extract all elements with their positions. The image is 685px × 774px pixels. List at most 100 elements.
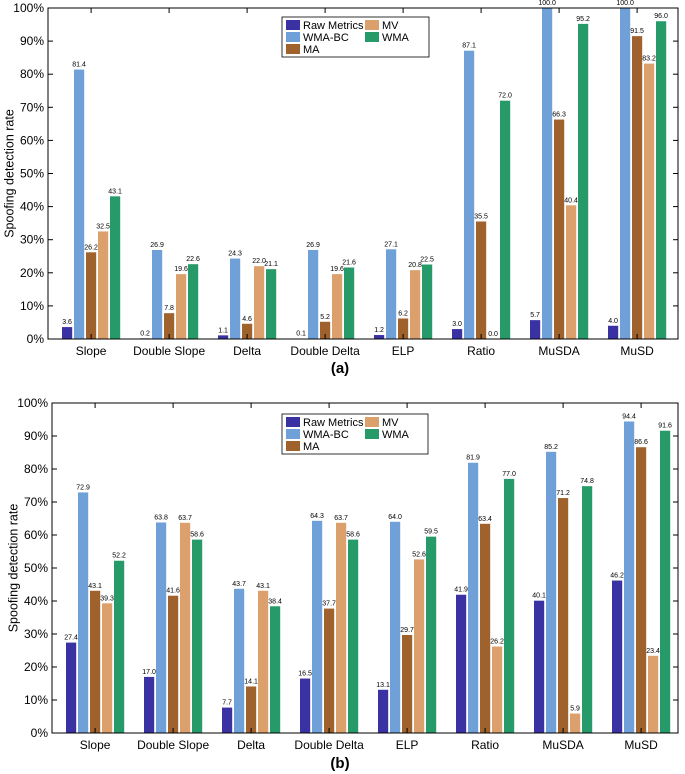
bar-b-wma-bc-musd xyxy=(624,421,635,733)
data-label: 40.4 xyxy=(564,197,578,204)
bar-a-mv-double-delta xyxy=(332,274,343,339)
x-tick-label: Ratio xyxy=(471,738,499,752)
bar-b-mv-musda xyxy=(570,713,581,733)
y-tick-label: 30% xyxy=(24,627,48,641)
bar-a-wma-bc-delta xyxy=(230,258,241,339)
data-label: 27.4 xyxy=(64,635,78,642)
data-label: 3.6 xyxy=(62,319,72,326)
data-label: 40.1 xyxy=(532,593,546,600)
legend-entry: Raw Metrics xyxy=(303,20,364,32)
legend-entry: MA xyxy=(303,441,320,453)
data-label: 0.1 xyxy=(296,331,306,338)
data-label: 63.4 xyxy=(478,516,492,523)
data-label: 5.9 xyxy=(570,706,580,713)
data-label: 21.6 xyxy=(342,260,356,267)
legend-box xyxy=(281,413,429,455)
data-label: 22.6 xyxy=(186,256,200,263)
data-label: 7.8 xyxy=(164,305,174,312)
data-label: 66.3 xyxy=(552,112,566,119)
data-label: 37.7 xyxy=(322,601,336,608)
data-label: 26.2 xyxy=(490,639,504,646)
bar-b-raw-metrics-slope xyxy=(66,642,77,733)
bar-b-wma-slope xyxy=(114,560,125,733)
bar-b-wma-bc-double-delta xyxy=(312,520,323,733)
legend-entry: Raw Metrics xyxy=(303,417,364,429)
bar-a-wma-bc-elp xyxy=(386,249,397,339)
bar-b-raw-metrics-musda xyxy=(534,600,545,733)
bar-b-mv-ratio xyxy=(492,646,503,733)
data-label: 27.1 xyxy=(384,241,398,248)
bar-a-ma-double-delta xyxy=(320,321,331,339)
bar-b-mv-slope xyxy=(102,603,113,733)
bar-b-wma-bc-ratio xyxy=(468,462,479,733)
data-label: 72.0 xyxy=(498,93,512,100)
data-label: 83.2 xyxy=(642,56,656,63)
y-tick-label: 20% xyxy=(20,266,44,280)
bar-a-wma-elp xyxy=(422,264,433,339)
data-label: 19.6 xyxy=(330,266,344,273)
x-tick-label: MuSD xyxy=(620,344,654,358)
y-tick-label: 20% xyxy=(24,660,48,674)
bar-b-ma-ratio xyxy=(480,523,491,733)
legend-swatch xyxy=(365,429,379,439)
data-label: 4.6 xyxy=(242,316,252,323)
y-tick-label: 100% xyxy=(17,396,48,410)
data-label: 58.6 xyxy=(346,532,360,539)
data-label: 32.5 xyxy=(96,223,110,230)
legend-swatch xyxy=(365,20,379,30)
bar-a-mv-musd xyxy=(644,63,655,339)
y-tick-label: 80% xyxy=(20,67,44,81)
data-label: 24.3 xyxy=(228,251,242,258)
data-label: 74.8 xyxy=(580,478,594,485)
bar-a-wma-double-delta xyxy=(344,267,355,339)
data-label: 91.6 xyxy=(658,423,672,430)
bar-a-wma-bc-slope xyxy=(74,69,85,339)
chart-panel-b: 27.4 17.0 7.7 16.5 13.1 41.9 40.1 46.2 72.9 63.8 4… xyxy=(6,396,679,772)
data-label: 22.0 xyxy=(252,258,266,265)
bar-b-raw-metrics-double-slope xyxy=(144,676,155,733)
data-label: 58.6 xyxy=(190,532,204,539)
bar-a-mv-double-slope xyxy=(176,274,187,339)
bar-b-wma-musda xyxy=(582,486,593,733)
bar-b-wma-elp xyxy=(426,536,437,733)
y-tick-label: 50% xyxy=(24,561,48,575)
bar-b-wma-double-delta xyxy=(348,539,359,733)
legend-swatch xyxy=(286,44,300,54)
bar-a-mv-delta xyxy=(254,266,265,339)
x-tick-label: Slope xyxy=(76,344,107,358)
bar-a-mv-elp xyxy=(410,270,421,339)
bar-b-raw-metrics-double-delta xyxy=(300,678,311,733)
bar-a-ma-ratio xyxy=(476,221,487,339)
bar-a-ma-musda xyxy=(554,119,565,339)
data-label: 17.0 xyxy=(142,669,156,676)
bar-b-mv-double-slope xyxy=(180,522,191,733)
legend-swatch xyxy=(365,32,379,42)
bar-a-wma-bc-musd xyxy=(620,8,631,339)
bar-b-wma-musd xyxy=(660,430,671,733)
data-label: 35.5 xyxy=(474,213,488,220)
data-label: 0.2 xyxy=(140,330,150,337)
x-tick-label: MuSDA xyxy=(538,344,579,358)
bar-b-ma-elp xyxy=(402,634,413,733)
y-tick-label: 80% xyxy=(24,462,48,476)
y-tick-label: 100% xyxy=(13,1,44,15)
y-axis-label: Spoofing detection rate xyxy=(2,109,16,238)
bar-b-ma-musd xyxy=(636,447,647,733)
bar-a-wma-musd xyxy=(656,21,667,340)
data-label: 43.1 xyxy=(88,583,102,590)
data-label: 38.4 xyxy=(268,598,282,605)
bar-b-wma-bc-double-slope xyxy=(156,522,167,733)
data-label: 72.9 xyxy=(76,484,90,491)
data-label: 20.8 xyxy=(408,262,422,269)
bar-b-mv-musd xyxy=(648,655,659,733)
data-label: 85.2 xyxy=(544,444,558,451)
data-label: 1.1 xyxy=(218,327,228,334)
data-label: 77.0 xyxy=(502,471,516,478)
legend-swatch xyxy=(365,417,379,427)
x-tick-label: Ratio xyxy=(467,344,495,358)
data-label: 81.4 xyxy=(72,62,86,69)
bar-b-wma-bc-slope xyxy=(78,492,89,733)
